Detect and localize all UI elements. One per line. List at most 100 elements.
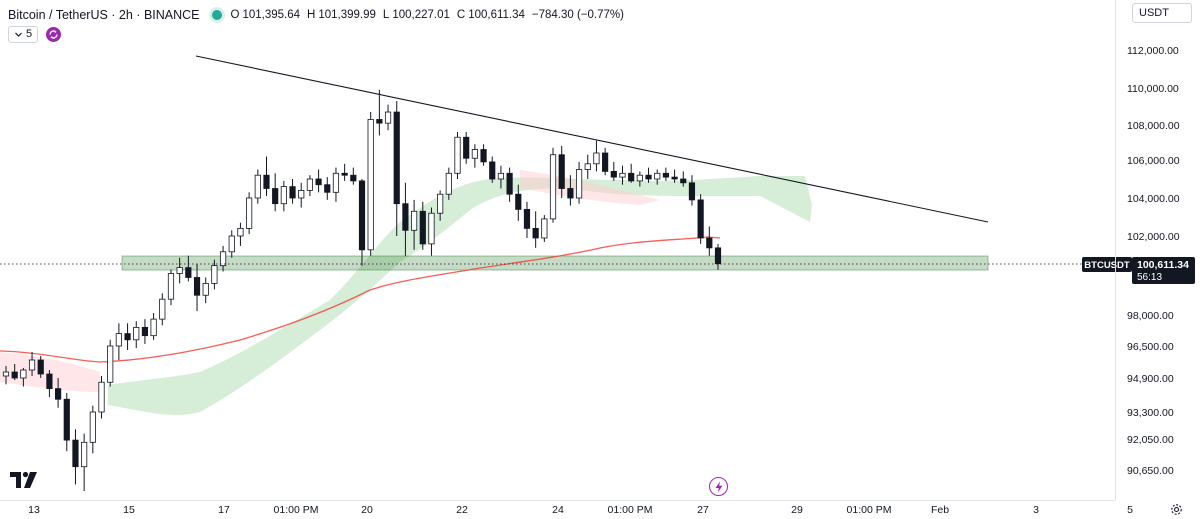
candle[interactable] xyxy=(115,323,122,360)
candle[interactable] xyxy=(133,321,140,348)
candle[interactable] xyxy=(532,211,539,248)
candle[interactable] xyxy=(289,179,296,204)
candle[interactable] xyxy=(454,132,461,179)
candle[interactable] xyxy=(98,376,105,419)
candle[interactable] xyxy=(254,169,261,204)
symbol-price-tag[interactable]: BTCUSDT xyxy=(1082,257,1132,272)
candle[interactable] xyxy=(176,257,183,284)
candle[interactable] xyxy=(315,169,322,193)
candle[interactable] xyxy=(219,245,227,272)
candle[interactable] xyxy=(602,147,609,176)
candle[interactable] xyxy=(367,112,374,256)
candle-body-up xyxy=(411,210,418,231)
candle[interactable] xyxy=(567,175,574,206)
candle[interactable] xyxy=(419,201,426,250)
time-tick-label: 24 xyxy=(552,504,564,516)
candle[interactable] xyxy=(193,263,201,312)
tradingview-logo[interactable] xyxy=(10,470,40,493)
candle[interactable] xyxy=(393,100,400,236)
candle[interactable] xyxy=(150,313,157,340)
candle[interactable] xyxy=(445,167,452,200)
descending-trendline[interactable] xyxy=(195,55,989,223)
currency-button[interactable]: USDT xyxy=(1132,3,1192,23)
candle[interactable] xyxy=(28,352,36,376)
candle[interactable] xyxy=(72,429,79,485)
candle[interactable] xyxy=(489,156,496,183)
candle[interactable] xyxy=(523,201,531,238)
candle[interactable] xyxy=(593,140,600,172)
indicators-count-button[interactable]: 5 xyxy=(8,25,39,43)
candle[interactable] xyxy=(541,215,548,242)
candle[interactable] xyxy=(298,182,305,208)
candle[interactable] xyxy=(306,175,313,197)
candle[interactable] xyxy=(714,243,722,270)
candle[interactable] xyxy=(497,165,505,189)
candle[interactable] xyxy=(463,132,470,164)
candle[interactable] xyxy=(610,161,617,181)
candle[interactable] xyxy=(202,277,209,304)
candle[interactable] xyxy=(228,230,235,258)
flash-icon[interactable] xyxy=(709,477,728,496)
candle[interactable] xyxy=(159,293,166,326)
candle[interactable] xyxy=(37,356,44,378)
candle[interactable] xyxy=(558,146,565,198)
candle[interactable] xyxy=(185,255,192,282)
candle[interactable] xyxy=(619,165,626,185)
candle[interactable] xyxy=(341,163,348,181)
symbol-title[interactable]: Bitcoin / TetherUS · 2h · BINANCE xyxy=(8,8,200,22)
candle[interactable] xyxy=(63,392,70,452)
candle[interactable] xyxy=(141,319,149,344)
candle[interactable] xyxy=(480,144,487,166)
candle[interactable] xyxy=(636,171,643,187)
candle[interactable] xyxy=(2,366,10,385)
candle[interactable] xyxy=(211,259,218,290)
candle[interactable] xyxy=(246,192,253,235)
candle[interactable] xyxy=(437,190,444,221)
candle[interactable] xyxy=(81,433,88,492)
support-zone[interactable] xyxy=(121,255,989,271)
candle[interactable] xyxy=(384,104,392,131)
candle[interactable] xyxy=(107,339,114,387)
candle[interactable] xyxy=(506,167,513,202)
candle[interactable] xyxy=(11,364,18,381)
candle[interactable] xyxy=(124,323,131,350)
candle[interactable] xyxy=(350,167,357,185)
candle[interactable] xyxy=(89,405,96,454)
candle[interactable] xyxy=(324,177,331,200)
candle[interactable] xyxy=(402,182,409,256)
candle[interactable] xyxy=(272,173,279,212)
candle[interactable] xyxy=(55,378,62,408)
candle[interactable] xyxy=(680,171,687,187)
candle[interactable] xyxy=(697,194,704,244)
candle[interactable] xyxy=(20,368,27,387)
gear-icon[interactable] xyxy=(1170,503,1183,519)
candle[interactable] xyxy=(376,89,383,136)
candle[interactable] xyxy=(411,199,418,250)
candle[interactable] xyxy=(549,147,557,223)
candle[interactable] xyxy=(654,169,661,185)
candle[interactable] xyxy=(706,226,713,256)
candle[interactable] xyxy=(575,161,583,204)
candle[interactable] xyxy=(46,370,53,398)
sync-icon[interactable] xyxy=(46,26,62,42)
candle[interactable] xyxy=(584,154,591,179)
candle[interactable] xyxy=(645,167,652,183)
candle[interactable] xyxy=(671,169,678,183)
candle[interactable] xyxy=(263,156,270,197)
candle[interactable] xyxy=(332,167,340,202)
candle[interactable] xyxy=(688,175,696,206)
candle[interactable] xyxy=(515,184,522,221)
market-status-icon[interactable] xyxy=(211,10,222,20)
candle[interactable] xyxy=(167,269,175,306)
candle[interactable] xyxy=(358,179,366,266)
candle[interactable] xyxy=(662,167,669,181)
candle[interactable] xyxy=(628,163,635,183)
candle[interactable] xyxy=(280,180,287,212)
moving-average-line[interactable] xyxy=(0,236,721,363)
candle[interactable] xyxy=(471,144,478,168)
candle[interactable] xyxy=(237,222,244,246)
candle[interactable] xyxy=(428,207,435,256)
